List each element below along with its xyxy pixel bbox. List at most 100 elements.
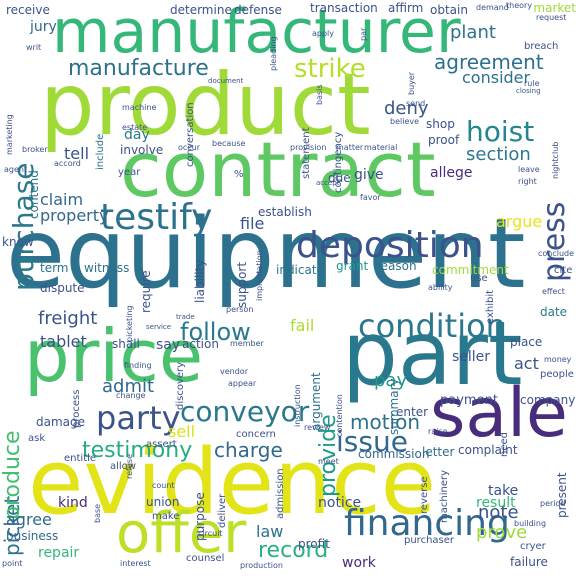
word-complaint: complaint (458, 443, 518, 457)
word-deny: deny (384, 98, 429, 119)
word-manufacturer: manufacturer (52, 0, 461, 67)
word-matter: matter (336, 143, 364, 152)
word-buyer: buyer (407, 71, 416, 95)
word-argue: argue (496, 212, 543, 231)
word-basis: basis (315, 84, 324, 105)
word-witness: witness (84, 261, 130, 275)
word-tell: tell (64, 144, 90, 163)
word-provision: provision (290, 143, 327, 152)
word-people: people (540, 369, 574, 380)
word-motion: motion (350, 410, 421, 434)
word-say: say (156, 337, 181, 353)
word-effect: effect (542, 287, 565, 296)
word-term: term (40, 261, 69, 275)
word-affirm: affirm (388, 1, 424, 15)
word-property: property (40, 206, 109, 225)
word-broker: broker (22, 145, 48, 154)
word-receive: receive (6, 3, 50, 17)
word-demand: demand (476, 3, 509, 12)
word-follow: follow (180, 318, 251, 346)
word-repair: repair (38, 545, 80, 561)
word-vendor: vendor (220, 367, 248, 376)
word-business: business (6, 529, 59, 543)
word-refuse: refuse (125, 453, 134, 479)
word-request: request (536, 13, 567, 22)
word-kind: kind (58, 495, 88, 511)
word-offer: offer (116, 501, 247, 566)
word-seller: seller (452, 349, 491, 365)
word-failure: failure (510, 555, 548, 569)
word-exhibit: exhibit (485, 289, 496, 324)
word-establish: establish (258, 205, 312, 219)
word-know: know (2, 235, 34, 249)
word-enter: enter (396, 405, 429, 419)
word-assert: assert (146, 439, 177, 450)
word-price: price (24, 314, 204, 398)
word-fail: fail (290, 316, 315, 335)
word-writ: writ (26, 43, 42, 52)
word-agree: agree (6, 510, 52, 529)
word-commission: commission (358, 447, 430, 461)
word-market: market (533, 1, 576, 15)
word-use: use (470, 273, 488, 284)
word-indicate: indicate (276, 263, 324, 277)
word-shop: shop (426, 117, 455, 131)
word-union: union (146, 495, 180, 509)
word-instruction: instruction (293, 384, 302, 427)
word-give: give (354, 167, 384, 183)
word-send: send (406, 99, 426, 108)
word-estate: estate (122, 123, 148, 132)
word-summary: summary (387, 378, 401, 435)
word-equipment: equipment (6, 198, 526, 310)
word-theory: theory (506, 1, 533, 10)
word-prove: prove (476, 522, 528, 543)
word-period: period (540, 499, 566, 508)
word-cite: cite (554, 265, 573, 276)
word-building: building (514, 519, 547, 528)
word-marketing: marketing (5, 114, 14, 155)
word-machine: machine (122, 103, 157, 112)
word-appear: appear (228, 379, 257, 388)
word-ask: ask (28, 433, 46, 444)
word-obtain: obtain (430, 3, 468, 17)
word-need: need (499, 432, 510, 457)
word-review: review (304, 423, 331, 432)
word-percent: % (234, 169, 244, 180)
word-member: member (230, 339, 264, 348)
word-finding: finding (124, 361, 152, 370)
word-defense: defense (234, 3, 282, 17)
word-law: law (256, 522, 284, 541)
word-testimony: testimony (82, 438, 193, 463)
word-allege: allege (430, 165, 473, 181)
word-produce: produce (0, 430, 25, 520)
word-machinery: machinery (439, 469, 450, 523)
word-rule: rule (524, 79, 540, 88)
word-present: present (555, 472, 569, 518)
word-accord: accord (54, 159, 81, 168)
word-freight: freight (38, 308, 98, 329)
word-year: year (118, 167, 141, 178)
word-count: count (152, 481, 175, 490)
word-party: party (96, 399, 181, 437)
word-involve: involve (120, 143, 164, 157)
word-pay: pay (374, 370, 408, 391)
word-picketing: picketing (125, 305, 134, 342)
word-note: note (478, 502, 519, 523)
word-profit: profit (298, 537, 330, 551)
word-strike: strike (294, 54, 366, 84)
word-raise: raise (428, 427, 448, 436)
word-admit: admit (102, 376, 155, 397)
word-discovery: discovery (175, 361, 186, 410)
word-material: material (364, 143, 398, 152)
word-transaction: transaction (310, 1, 378, 15)
word-conclude: conclude (538, 249, 575, 258)
word-payment: payment (440, 393, 498, 408)
word-file: file (240, 214, 265, 233)
word-deposition: deposition (296, 225, 484, 266)
word-service: service (146, 323, 172, 331)
word-pleading: pleading (269, 36, 278, 71)
word-sell: sell (168, 422, 196, 441)
word-hoist: hoist (466, 115, 535, 148)
word-claim: claim (40, 190, 84, 209)
word-entitle: entitle (64, 453, 97, 464)
